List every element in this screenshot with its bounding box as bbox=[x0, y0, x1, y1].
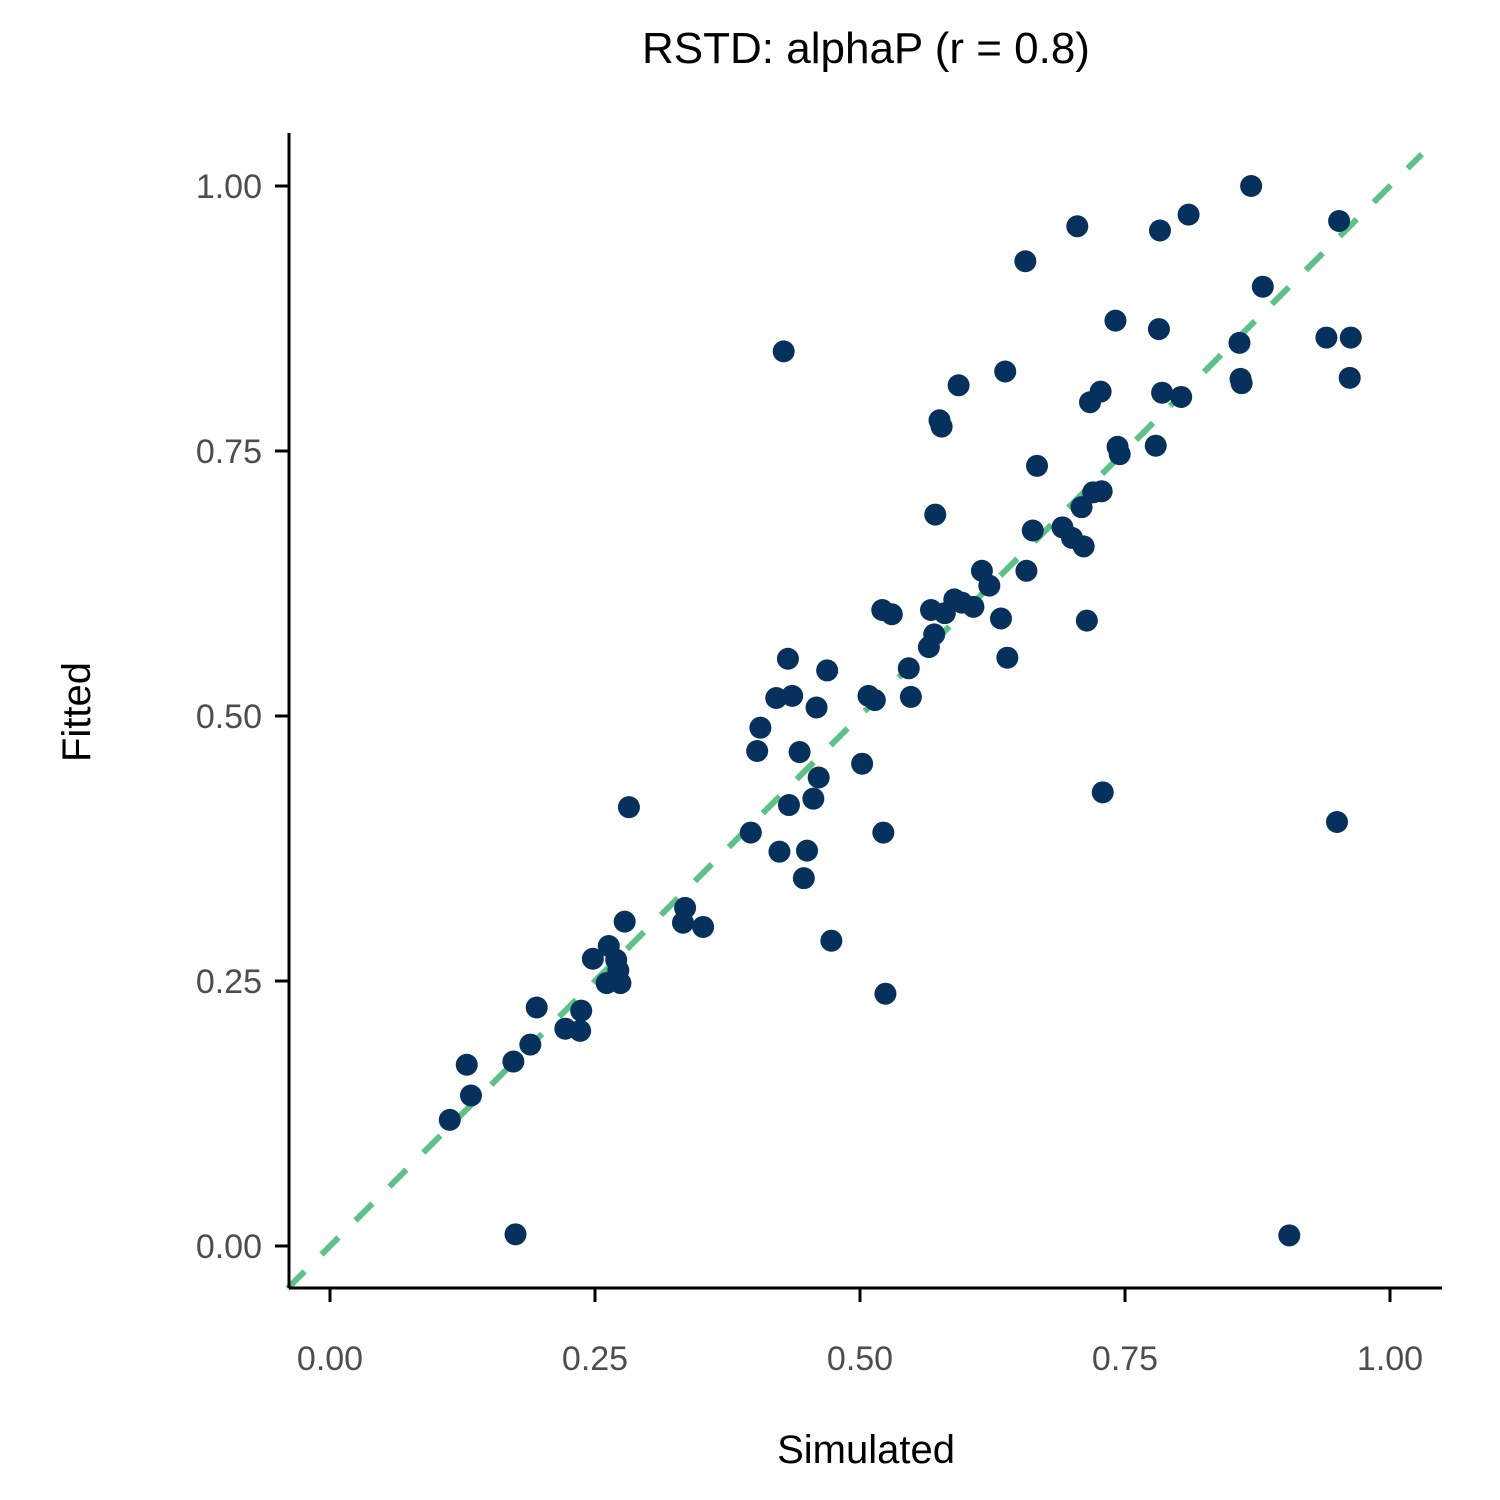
x-axis-label: Simulated bbox=[777, 1428, 955, 1472]
data-point bbox=[996, 646, 1019, 669]
data-point bbox=[1066, 215, 1089, 238]
x-tick-label: 0.25 bbox=[562, 1340, 628, 1378]
data-point bbox=[1278, 1224, 1301, 1247]
data-point bbox=[978, 574, 1001, 597]
data-point bbox=[807, 766, 830, 789]
data-point bbox=[1089, 380, 1112, 403]
axes-layer: 0.00 0.25 0.50 0.75 1.00 0.00 0.25 0.50 0.75 1.00 bbox=[196, 133, 1442, 1378]
data-point bbox=[872, 821, 895, 844]
data-point bbox=[897, 657, 920, 680]
data-point bbox=[994, 360, 1017, 383]
data-point bbox=[504, 1223, 527, 1246]
data-point bbox=[746, 739, 769, 762]
data-point bbox=[1177, 203, 1200, 226]
data-point bbox=[749, 716, 772, 739]
data-point bbox=[930, 415, 953, 438]
x-tick-label: 1.00 bbox=[1357, 1340, 1423, 1378]
y-tick-label: 0.00 bbox=[196, 1228, 262, 1266]
data-point bbox=[1015, 559, 1038, 582]
y-axis-label: Fitted bbox=[55, 662, 99, 762]
data-point bbox=[1339, 326, 1362, 349]
data-point bbox=[1075, 609, 1098, 632]
data-point bbox=[1148, 219, 1171, 242]
data-point bbox=[805, 696, 828, 719]
data-point bbox=[1021, 519, 1044, 542]
data-point bbox=[1108, 443, 1131, 466]
data-point bbox=[1147, 318, 1170, 341]
data-point bbox=[1315, 326, 1338, 349]
chart-title: RSTD: alphaP (r = 0.8) bbox=[642, 24, 1090, 73]
data-point bbox=[788, 741, 811, 764]
y-tick-label: 0.25 bbox=[196, 963, 262, 1001]
data-point bbox=[1104, 309, 1127, 332]
data-point bbox=[1251, 275, 1274, 298]
data-point bbox=[1014, 250, 1037, 273]
data-point bbox=[768, 840, 791, 863]
data-point bbox=[739, 821, 762, 844]
data-point bbox=[692, 915, 715, 938]
data-point bbox=[570, 999, 593, 1022]
data-point bbox=[438, 1108, 461, 1131]
data-point bbox=[924, 503, 947, 526]
data-point bbox=[777, 794, 800, 817]
data-point bbox=[1326, 811, 1348, 833]
x-tick-label: 0.75 bbox=[1092, 1340, 1158, 1378]
data-point bbox=[792, 867, 815, 890]
data-point bbox=[569, 1019, 592, 1042]
points-layer bbox=[438, 175, 1362, 1247]
y-tick-label: 0.50 bbox=[196, 698, 262, 736]
data-point bbox=[617, 796, 640, 819]
data-point bbox=[989, 607, 1012, 630]
data-point bbox=[1144, 434, 1167, 457]
x-tick-label: 0.50 bbox=[827, 1340, 893, 1378]
data-point bbox=[1170, 385, 1193, 408]
data-point bbox=[1090, 480, 1113, 503]
data-point bbox=[802, 787, 825, 810]
data-point bbox=[863, 689, 886, 712]
data-point bbox=[796, 839, 818, 862]
data-point bbox=[1072, 535, 1095, 558]
data-point bbox=[609, 972, 632, 995]
data-point bbox=[1070, 496, 1093, 519]
data-point bbox=[820, 929, 843, 952]
data-point bbox=[613, 910, 636, 933]
data-point bbox=[525, 996, 548, 1019]
data-point bbox=[1230, 372, 1253, 395]
data-point bbox=[1091, 781, 1114, 804]
data-point bbox=[816, 659, 839, 682]
data-point bbox=[781, 684, 804, 707]
data-point bbox=[880, 603, 903, 626]
data-point bbox=[962, 595, 985, 618]
data-point bbox=[874, 982, 897, 1005]
data-point bbox=[899, 685, 922, 708]
data-point bbox=[581, 947, 604, 970]
data-point bbox=[1240, 175, 1263, 197]
data-point bbox=[455, 1053, 478, 1076]
data-point bbox=[776, 647, 799, 670]
data-point bbox=[923, 623, 946, 646]
data-point bbox=[772, 340, 795, 363]
data-point bbox=[1338, 366, 1361, 389]
x-tick-label: 0.00 bbox=[297, 1340, 363, 1378]
data-point bbox=[1151, 381, 1174, 404]
data-point bbox=[1328, 209, 1351, 232]
data-point bbox=[1026, 454, 1049, 477]
data-point bbox=[1228, 331, 1251, 354]
data-point bbox=[519, 1033, 542, 1056]
data-point bbox=[459, 1084, 482, 1107]
data-point bbox=[674, 896, 697, 919]
data-point bbox=[851, 752, 874, 775]
y-tick-label: 0.75 bbox=[196, 433, 262, 471]
y-tick-label: 1.00 bbox=[196, 168, 262, 206]
data-point bbox=[502, 1050, 525, 1073]
data-point bbox=[947, 374, 970, 397]
